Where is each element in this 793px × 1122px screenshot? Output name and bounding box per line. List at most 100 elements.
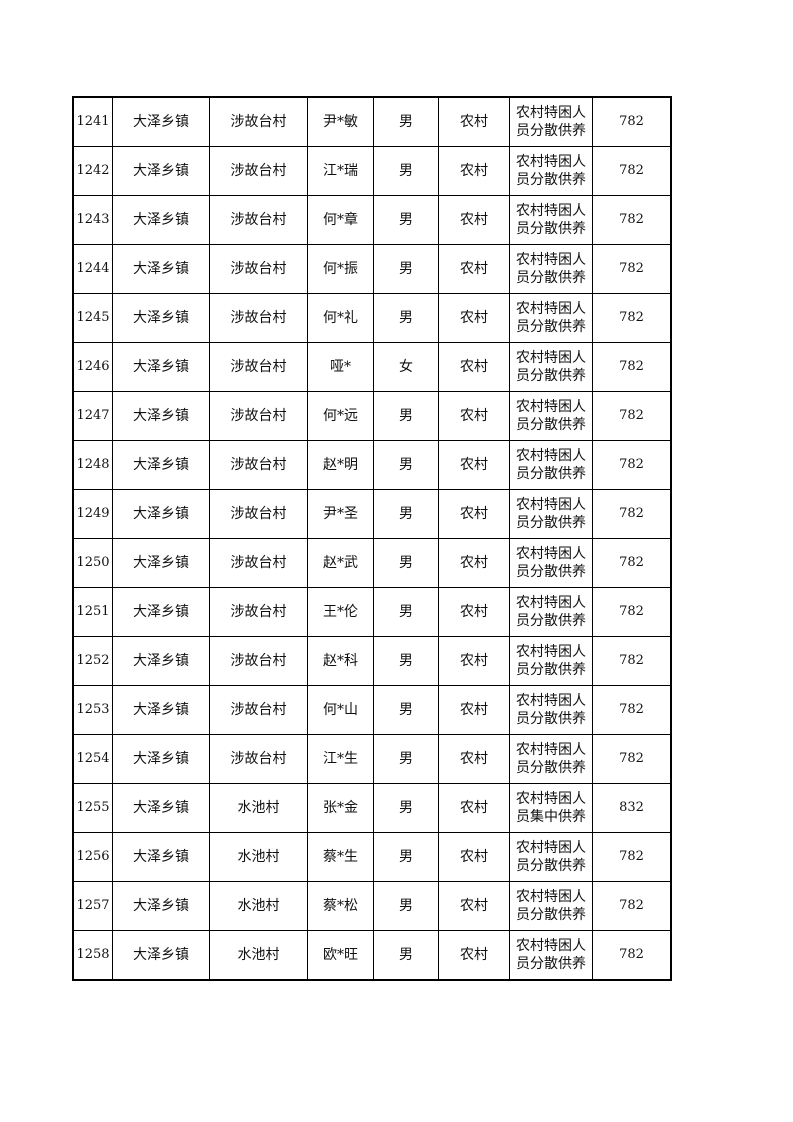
person-name-cell: 蔡*生	[307, 832, 374, 882]
gender-cell: 男	[373, 391, 439, 441]
amount-cell: 782	[592, 587, 672, 637]
person-name-cell: 江*生	[307, 734, 374, 784]
table-row: 1253 大泽乡镇 涉故台村 何*山男农村 农村特困人员分散供养 782	[72, 685, 672, 735]
table-row: 1252 大泽乡镇 涉故台村 赵*科男农村 农村特困人员分散供养 782	[72, 636, 672, 686]
assistance-type-cell: 农村特困人员分散供养	[509, 489, 593, 539]
table-row: 1248 大泽乡镇 涉故台村 赵*明男农村 农村特困人员分散供养 782	[72, 440, 672, 490]
area-type-cell: 农村	[438, 293, 510, 343]
town-cell: 大泽乡镇	[112, 342, 210, 392]
town-cell: 大泽乡镇	[112, 685, 210, 735]
area-type-cell: 农村	[438, 538, 510, 588]
row-number-cell: 1250	[72, 538, 113, 588]
table-row: 1241 大泽乡镇 涉故台村 尹*敏男农村 农村特困人员分散供养 782	[72, 96, 672, 147]
village-cell: 涉故台村	[209, 391, 308, 441]
amount-cell: 782	[592, 832, 672, 882]
row-number-cell: 1247	[72, 391, 113, 441]
gender-cell: 女	[373, 342, 439, 392]
area-type-cell: 农村	[438, 685, 510, 735]
village-cell: 水池村	[209, 881, 308, 931]
town-cell: 大泽乡镇	[112, 146, 210, 196]
person-name-cell: 江*瑞	[307, 146, 374, 196]
gender-cell: 男	[373, 195, 439, 245]
row-number-cell: 1252	[72, 636, 113, 686]
town-cell: 大泽乡镇	[112, 783, 210, 833]
person-name-cell: 欧*旺	[307, 930, 374, 981]
area-type-cell: 农村	[438, 146, 510, 196]
area-type-cell: 农村	[438, 391, 510, 441]
assistance-type-cell: 农村特困人员分散供养	[509, 96, 593, 147]
assistance-type-cell: 农村特困人员分散供养	[509, 146, 593, 196]
row-number-cell: 1257	[72, 881, 113, 931]
person-name-cell: 赵*明	[307, 440, 374, 490]
assistance-type-cell: 农村特困人员分散供养	[509, 195, 593, 245]
village-cell: 水池村	[209, 832, 308, 882]
area-type-cell: 农村	[438, 440, 510, 490]
assistance-type-cell: 农村特困人员分散供养	[509, 342, 593, 392]
person-name-cell: 张*金	[307, 783, 374, 833]
amount-cell: 782	[592, 146, 672, 196]
gender-cell: 男	[373, 636, 439, 686]
village-cell: 涉故台村	[209, 587, 308, 637]
row-number-cell: 1251	[72, 587, 113, 637]
table-row: 1247 大泽乡镇 涉故台村 何*远男农村 农村特困人员分散供养 782	[72, 391, 672, 441]
relief-recipients-table: 1241 大泽乡镇 涉故台村 尹*敏男农村 农村特困人员分散供养 782 1242 大泽乡镇涉…	[72, 96, 672, 981]
gender-cell: 男	[373, 783, 439, 833]
assistance-type-cell: 农村特困人员分散供养	[509, 734, 593, 784]
assistance-type-cell: 农村特困人员分散供养	[509, 587, 593, 637]
area-type-cell: 农村	[438, 930, 510, 981]
table-row: 1258 大泽乡镇 水池村 欧*旺男农村 农村特困人员分散供养 782	[72, 930, 672, 981]
gender-cell: 男	[373, 734, 439, 784]
gender-cell: 男	[373, 440, 439, 490]
assistance-type-cell: 农村特困人员分散供养	[509, 538, 593, 588]
assistance-type-cell: 农村特困人员分散供养	[509, 440, 593, 490]
row-number-cell: 1256	[72, 832, 113, 882]
table-row: 1257 大泽乡镇 水池村 蔡*松男农村 农村特困人员分散供养 782	[72, 881, 672, 931]
person-name-cell: 何*振	[307, 244, 374, 294]
assistance-type-cell: 农村特困人员分散供养	[509, 636, 593, 686]
amount-cell: 832	[592, 783, 672, 833]
village-cell: 水池村	[209, 783, 308, 833]
person-name-cell: 尹*敏	[307, 96, 374, 147]
amount-cell: 782	[592, 440, 672, 490]
town-cell: 大泽乡镇	[112, 636, 210, 686]
area-type-cell: 农村	[438, 195, 510, 245]
table-row: 1246 大泽乡镇 涉故台村 哑* 女农村 农村特困人员分散供养 782	[72, 342, 672, 392]
gender-cell: 男	[373, 489, 439, 539]
village-cell: 涉故台村	[209, 538, 308, 588]
area-type-cell: 农村	[438, 783, 510, 833]
gender-cell: 男	[373, 96, 439, 147]
gender-cell: 男	[373, 538, 439, 588]
area-type-cell: 农村	[438, 96, 510, 147]
town-cell: 大泽乡镇	[112, 832, 210, 882]
village-cell: 涉故台村	[209, 96, 308, 147]
table-body: 1241 大泽乡镇 涉故台村 尹*敏男农村 农村特困人员分散供养 782 1242 大泽乡镇涉…	[72, 96, 672, 981]
row-number-cell: 1241	[72, 96, 113, 147]
amount-cell: 782	[592, 538, 672, 588]
amount-cell: 782	[592, 685, 672, 735]
town-cell: 大泽乡镇	[112, 734, 210, 784]
table-row: 1242 大泽乡镇 涉故台村 江*瑞男农村 农村特困人员分散供养 782	[72, 146, 672, 196]
gender-cell: 男	[373, 881, 439, 931]
gender-cell: 男	[373, 832, 439, 882]
amount-cell: 782	[592, 244, 672, 294]
area-type-cell: 农村	[438, 832, 510, 882]
row-number-cell: 1245	[72, 293, 113, 343]
assistance-type-cell: 农村特困人员分散供养	[509, 881, 593, 931]
village-cell: 涉故台村	[209, 636, 308, 686]
village-cell: 涉故台村	[209, 146, 308, 196]
town-cell: 大泽乡镇	[112, 96, 210, 147]
assistance-type-cell: 农村特困人员分散供养	[509, 293, 593, 343]
row-number-cell: 1246	[72, 342, 113, 392]
amount-cell: 782	[592, 636, 672, 686]
town-cell: 大泽乡镇	[112, 391, 210, 441]
village-cell: 涉故台村	[209, 195, 308, 245]
gender-cell: 男	[373, 244, 439, 294]
row-number-cell: 1248	[72, 440, 113, 490]
area-type-cell: 农村	[438, 244, 510, 294]
row-number-cell: 1242	[72, 146, 113, 196]
table-row: 1244 大泽乡镇 涉故台村 何*振男农村 农村特困人员分散供养 782	[72, 244, 672, 294]
town-cell: 大泽乡镇	[112, 244, 210, 294]
amount-cell: 782	[592, 881, 672, 931]
village-cell: 涉故台村	[209, 685, 308, 735]
amount-cell: 782	[592, 489, 672, 539]
